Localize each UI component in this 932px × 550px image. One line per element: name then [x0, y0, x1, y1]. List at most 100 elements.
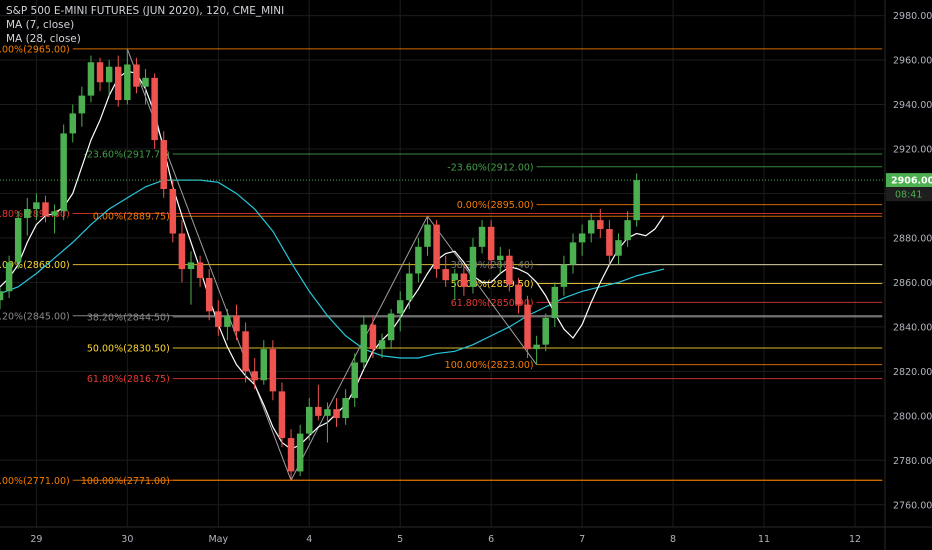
candle-body	[215, 311, 222, 327]
fib-level-label: 0.00%(2895.00)	[457, 200, 534, 211]
fib-level-label: 100.00%(2823.00)	[445, 360, 534, 371]
time-tick-label: 30	[121, 534, 133, 545]
fib-level-label: 38.20%(2844.50)	[87, 312, 170, 323]
candle-body	[51, 211, 58, 216]
candle-body	[151, 77, 158, 141]
candle-body	[187, 262, 195, 270]
fib-level-label: 50.00%(2830.50)	[87, 343, 170, 354]
candle-body	[351, 362, 358, 399]
timer-label: 08:41	[895, 190, 922, 201]
candle-body	[433, 224, 440, 270]
candle-body	[451, 273, 459, 281]
candle-body	[396, 300, 404, 314]
candle-body	[87, 62, 95, 96]
time-tick-label: 4	[306, 534, 312, 545]
candle-body	[296, 433, 304, 472]
fib-level-label: 38.20%(2845.00)	[0, 311, 70, 322]
candle-body	[178, 233, 186, 270]
candle-body	[360, 324, 368, 363]
candle-body	[487, 226, 495, 261]
candle-body	[224, 315, 231, 327]
timer-badge	[886, 187, 932, 202]
candle-body	[205, 277, 213, 312]
candle-body	[497, 255, 504, 261]
candle-body	[124, 64, 131, 101]
time-tick-label: May	[208, 534, 228, 545]
candle-body	[615, 240, 622, 256]
trend-line	[427, 215, 538, 365]
candle-body	[315, 406, 322, 416]
fib-level-label: 61.80%(2891.00)	[0, 209, 70, 220]
candle-body	[578, 233, 586, 243]
time-tick-label: 5	[397, 534, 403, 545]
candle-body	[460, 273, 468, 287]
ma-slow-legend[interactable]: MA (28, close)	[6, 33, 81, 45]
candle-body	[60, 133, 67, 212]
candle-body	[369, 324, 377, 350]
candle-body	[242, 331, 249, 372]
time-tick-label: 6	[488, 534, 494, 545]
candle-body	[387, 313, 395, 341]
time-tick-label: 12	[849, 534, 861, 545]
candle-body	[78, 95, 86, 114]
price-tick-label: 2940.00	[893, 100, 932, 111]
candle-body	[342, 398, 349, 419]
candle-body	[69, 113, 77, 134]
candle-body	[42, 202, 49, 216]
last-price-badge	[886, 173, 932, 188]
candle-body	[269, 349, 277, 392]
candle-body	[278, 391, 286, 439]
price-tick-label: 2760.00	[893, 500, 932, 511]
candle-body	[96, 62, 104, 83]
candle-body	[14, 217, 22, 263]
candle-body	[597, 220, 604, 230]
time-tick-label: 7	[579, 534, 585, 545]
price-tick-label: 2980.00	[893, 11, 932, 22]
candle-body	[542, 317, 549, 345]
candle-body	[287, 438, 295, 472]
candle-body	[478, 226, 486, 247]
candle-body	[533, 344, 540, 350]
candle-body	[524, 304, 531, 350]
candle-body	[142, 77, 149, 87]
price-tick-label: 2860.00	[893, 278, 932, 289]
candle-body	[442, 269, 449, 281]
candle-body	[469, 246, 477, 287]
fib-level-label: 38.20%(2868.40)	[451, 260, 534, 271]
fib-level-label: 100.00%(2771.00)	[81, 476, 170, 487]
time-tick-label: 11	[758, 534, 770, 545]
price-tick-label: 2960.00	[893, 56, 932, 67]
trend-line	[290, 216, 428, 481]
price-tick-label: 2920.00	[893, 144, 932, 155]
price-tick-label: 2780.00	[893, 456, 932, 467]
candle-body	[133, 64, 140, 87]
fib-level-label: 50.00%(2868.00)	[0, 260, 70, 271]
ma-slow-line	[0, 179, 665, 359]
chart-legend: S&P 500 E-MINI FUTURES (JUN 2020), 120, …	[6, 4, 284, 46]
time-tick-label: 29	[30, 534, 42, 545]
ma-slow-path	[0, 179, 665, 359]
fib-level-label: 100.00%(2965.00)	[0, 44, 70, 55]
ma-fast-legend[interactable]: MA (7, close)	[6, 19, 75, 31]
candle-body	[169, 189, 177, 234]
candle-body	[515, 284, 522, 305]
candlesticks	[0, 48, 885, 481]
candle-body	[624, 220, 631, 241]
symbol-title[interactable]: S&P 500 E-MINI FUTURES (JUN 2020), 120, …	[6, 5, 285, 17]
candle-body	[233, 315, 240, 332]
candle-body	[415, 246, 422, 274]
candle-body	[560, 264, 568, 287]
candle-body	[633, 180, 640, 221]
candle-body	[506, 255, 513, 285]
price-tick-label: 2800.00	[893, 411, 932, 422]
candle-body	[114, 66, 122, 101]
candle-body	[33, 202, 40, 210]
candle-body	[551, 286, 559, 318]
fibonacci-levels: 100.00%(2965.00) -23.60%(2917.75) -23.60%(…	[0, 44, 883, 487]
fib-level-label: 61.80%(2816.75)	[87, 374, 170, 385]
candle-body	[306, 406, 313, 434]
candle-body	[260, 349, 268, 381]
candle-body	[606, 229, 613, 256]
